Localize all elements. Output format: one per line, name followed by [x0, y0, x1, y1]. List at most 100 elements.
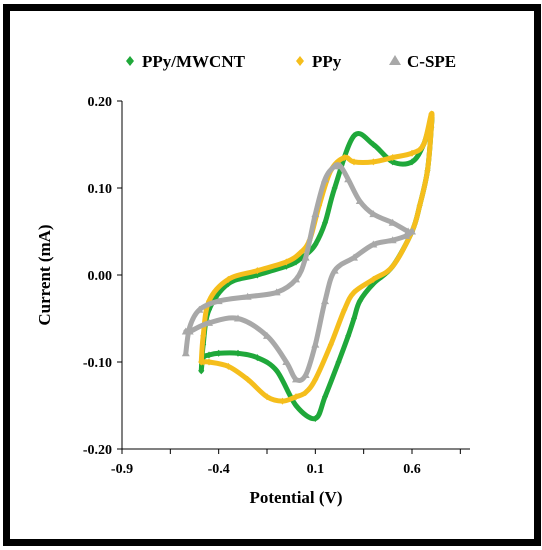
series-point-2	[292, 275, 300, 283]
series-point-2	[234, 314, 242, 322]
legend-marker-0	[126, 56, 134, 66]
series-point-2	[408, 227, 416, 235]
series-point-1	[351, 288, 357, 296]
series-point-0	[293, 402, 299, 409]
series-line-2	[183, 162, 415, 384]
series-point-1	[296, 249, 303, 257]
series-point-0	[409, 158, 415, 166]
series-point-2	[369, 210, 378, 218]
cv-chart: PPy/MWCNT PPy C-SPE 0.20 0.10 0.00 -0.10 -0.20…	[35, 52, 470, 507]
x-axis-title: Potential (V)	[249, 488, 342, 507]
series-point-2	[369, 240, 378, 248]
series-point-0	[198, 367, 205, 375]
legend-label-1: PPy	[312, 52, 342, 71]
series-point-2	[205, 318, 213, 326]
series-point-1	[312, 375, 319, 383]
ticks: 0.20 0.10 0.00 -0.10 -0.20 -0.9 -0.4 0.1 0.6	[83, 95, 461, 477]
series-point-2	[263, 331, 271, 339]
series-point-1	[225, 275, 232, 283]
series-point-1	[244, 375, 251, 383]
series-point-1	[389, 154, 396, 162]
series-point-1	[198, 358, 205, 366]
series-line-1	[198, 110, 435, 404]
series-point-2	[336, 162, 345, 170]
series-point-0	[351, 132, 357, 140]
series-point-2	[292, 375, 300, 383]
x-tick-label: -0.4	[208, 462, 230, 477]
series-point-1	[206, 358, 212, 366]
series-point-1	[370, 275, 377, 283]
legend-label-2: C-SPE	[407, 52, 456, 71]
series-point-0	[283, 262, 290, 270]
x-tick-label: 0.1	[307, 462, 325, 477]
series-point-2	[272, 288, 281, 296]
series-point-2	[402, 231, 411, 239]
series-point-2	[185, 323, 194, 331]
series-point-2	[195, 305, 204, 313]
y-tick-label: 0.10	[88, 182, 113, 197]
series-point-2	[321, 297, 329, 305]
series-point-1	[283, 258, 290, 266]
series-point-2	[344, 175, 353, 183]
series-point-2	[388, 218, 397, 226]
series-point-0	[370, 141, 377, 148]
series-point-1	[341, 306, 348, 314]
series-point-2	[355, 197, 364, 205]
series-point-1	[428, 110, 435, 118]
series-point-1	[389, 262, 396, 270]
y-tick-label: -0.10	[83, 356, 112, 371]
series-point-0	[331, 184, 338, 192]
series-point-2	[388, 236, 397, 244]
series-point-0	[322, 219, 328, 227]
series-point-1	[428, 123, 435, 131]
series-point-1	[370, 158, 377, 166]
series-point-1	[416, 201, 423, 209]
series-point-2	[350, 253, 358, 261]
series-point-2	[301, 253, 310, 261]
legend-label-0: PPy/MWCNT	[142, 52, 246, 71]
series-point-2	[282, 358, 291, 365]
y-tick-label: 0.20	[88, 95, 113, 110]
series-point-0	[356, 297, 363, 305]
series-point-0	[335, 358, 342, 366]
x-tick-label: -0.9	[111, 462, 133, 477]
series-point-1	[264, 393, 270, 401]
series-point-0	[206, 351, 212, 359]
figure-frame: PPy/MWCNT PPy C-SPE 0.20 0.10 0.00 -0.10 -0.20…	[3, 4, 541, 546]
y-axis-title: Current (mA)	[35, 224, 54, 325]
y-tick-label: 0.00	[88, 269, 113, 284]
series-point-2	[330, 266, 339, 274]
series-point-0	[273, 367, 280, 375]
series-point-1	[341, 154, 348, 162]
series-point-2	[181, 327, 190, 335]
legend: PPy/MWCNT PPy C-SPE	[126, 52, 456, 71]
series-point-1	[420, 141, 427, 148]
series-point-1	[424, 167, 431, 175]
series-point-0	[235, 349, 241, 357]
series-point-2	[321, 175, 329, 183]
series-point-2	[181, 349, 190, 357]
series-layer	[181, 110, 435, 423]
series-point-1	[409, 149, 415, 157]
series-point-0	[345, 332, 352, 340]
series-point-0	[351, 315, 357, 322]
series-point-1	[225, 362, 232, 370]
series-point-2	[214, 297, 223, 305]
series-point-0	[215, 349, 222, 357]
series-point-2	[311, 340, 320, 348]
legend-marker-1	[296, 56, 304, 66]
series-point-1	[293, 393, 299, 401]
series-point-2	[330, 162, 339, 170]
series-point-1	[200, 332, 207, 340]
series-point-1	[302, 388, 309, 396]
series-point-2	[243, 292, 252, 300]
series-point-2	[311, 210, 320, 218]
series-point-0	[254, 354, 261, 362]
series-point-1	[279, 397, 286, 405]
y-tick-label: -0.20	[83, 443, 112, 458]
series-point-0	[312, 415, 319, 423]
series-point-2	[301, 371, 310, 379]
series-point-0	[312, 241, 319, 249]
series-point-0	[322, 393, 328, 401]
series-point-1	[254, 267, 261, 275]
